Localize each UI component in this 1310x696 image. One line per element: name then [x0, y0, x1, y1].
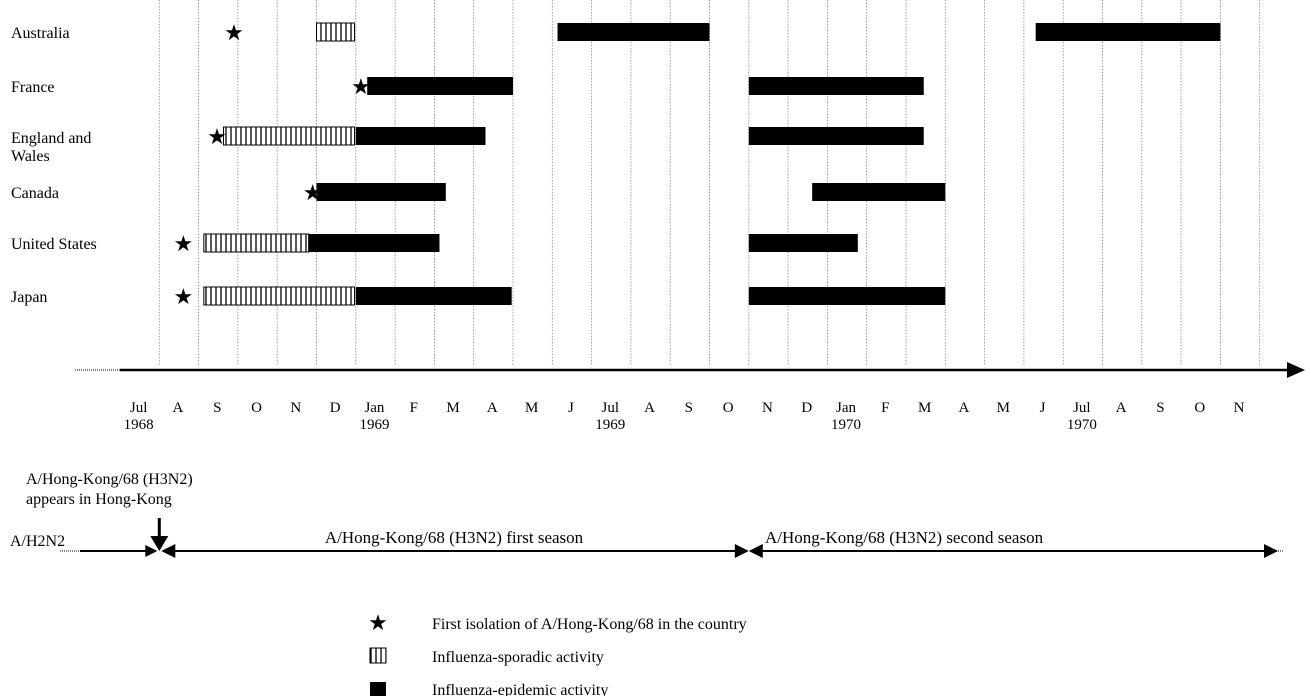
- first-season-arrowhead-right: [735, 544, 749, 558]
- epidemic-bar: [356, 127, 486, 145]
- month-tick-label: O: [251, 400, 262, 416]
- month-tick-label: M: [446, 400, 459, 416]
- epidemic-bar: [356, 287, 512, 305]
- month-tick-label: Jul: [601, 400, 619, 416]
- year-tick-label: 1969: [595, 417, 625, 433]
- legend-sporadic-swatch: [370, 648, 386, 663]
- epidemic-bar: [1036, 23, 1221, 41]
- country-label: Japan: [11, 289, 47, 306]
- legend: ★ First isolation of A/Hong-Kong/68 in th…: [368, 610, 747, 696]
- month-tick-label: S: [1156, 400, 1164, 416]
- country-label-line: Wales: [11, 148, 50, 165]
- legend-label: Influenza-epidemic activity: [432, 682, 608, 696]
- second-season-arrowhead-left: [749, 544, 763, 558]
- epidemic-bar: [309, 234, 440, 252]
- epidemic-bar: [812, 183, 945, 201]
- first-isolation-star: ★: [224, 20, 244, 45]
- year-tick-label: 1970: [831, 417, 861, 433]
- first-isolation-star: ★: [303, 180, 323, 205]
- legend-label: Influenza-sporadic activity: [432, 649, 604, 666]
- country-label-line: England and: [11, 130, 91, 147]
- month-tick-label: A: [1116, 400, 1127, 416]
- month-tick-label: N: [1234, 400, 1245, 416]
- first-isolation-star: ★: [207, 124, 227, 149]
- legend-epidemic-swatch: [370, 682, 386, 696]
- epidemic-bar: [558, 23, 710, 41]
- year-tick-label: 1969: [359, 417, 389, 433]
- axis-arrowhead: [1287, 362, 1305, 378]
- legend-star-icon: ★: [368, 610, 388, 635]
- country-label-line: Canada: [11, 185, 59, 202]
- epidemic-bar: [317, 183, 446, 201]
- month-tick-label: A: [173, 400, 184, 416]
- month-tick-label: F: [410, 400, 418, 416]
- country-label-line: Australia: [11, 25, 70, 42]
- country-label: Canada: [11, 185, 59, 202]
- epidemic-bar: [749, 77, 924, 95]
- season-timeline: A/Hong-Kong/68 (H3N2) appears in Hong-Kon…: [10, 471, 1284, 558]
- month-tick-label: A: [644, 400, 655, 416]
- month-tick-label: Jan: [836, 400, 856, 416]
- emergence-label: A/Hong-Kong/68 (H3N2): [26, 471, 193, 488]
- sporadic-bar: [204, 287, 355, 305]
- sporadic-bar: [223, 127, 354, 145]
- month-tick-label: Jul: [130, 400, 148, 416]
- month-tick-label: N: [762, 400, 773, 416]
- month-tick-label: S: [685, 400, 693, 416]
- month-tick-label: Jul: [1073, 400, 1091, 416]
- sporadic-bar: [317, 23, 355, 41]
- month-tick-label: M: [997, 400, 1010, 416]
- month-tick-label: S: [213, 400, 221, 416]
- prior-subtype-label: A/H2N2: [10, 533, 65, 550]
- country-label-line: Japan: [11, 289, 47, 306]
- year-tick-label: 1970: [1067, 417, 1097, 433]
- emergence-arrowhead: [150, 536, 168, 551]
- first-season-label: A/Hong-Kong/68 (H3N2) first season: [325, 528, 584, 547]
- month-tick-label: N: [290, 400, 301, 416]
- second-season-arrowhead-right: [1264, 544, 1278, 558]
- legend-label: First isolation of A/Hong-Kong/68 in the…: [432, 616, 747, 633]
- country-label-line: France: [11, 79, 55, 96]
- month-tick-label: Jan: [364, 400, 384, 416]
- country-label: France: [11, 79, 55, 96]
- month-tick-label: D: [330, 400, 341, 416]
- second-season-label: A/Hong-Kong/68 (H3N2) second season: [765, 528, 1044, 547]
- month-tick-label: M: [918, 400, 931, 416]
- emergence-label: appears in Hong-Kong: [26, 491, 172, 508]
- month-tick-label: J: [1040, 400, 1046, 416]
- epidemic-bar: [749, 127, 924, 145]
- first-isolation-star: ★: [174, 284, 194, 309]
- first-season-arrowhead-left: [161, 544, 175, 558]
- prior-period-arrowhead: [145, 545, 157, 557]
- first-isolation-star: ★: [174, 231, 194, 256]
- epidemic-bar: [749, 234, 858, 252]
- sporadic-bar: [204, 234, 309, 252]
- month-tick-label: O: [1194, 400, 1205, 416]
- first-isolation-star: ★: [351, 74, 371, 99]
- month-tick-label: A: [959, 400, 970, 416]
- month-tick-label: F: [881, 400, 889, 416]
- year-tick-label: 1968: [124, 417, 154, 433]
- epidemic-bar: [749, 287, 946, 305]
- month-tick-label: D: [801, 400, 812, 416]
- month-tick-label: M: [525, 400, 538, 416]
- country-label: Australia: [11, 25, 70, 42]
- month-tick-label: O: [723, 400, 734, 416]
- month-tick-label: J: [568, 400, 574, 416]
- month-tick-label: A: [487, 400, 498, 416]
- country-label-line: United States: [11, 236, 97, 253]
- epidemic-bar: [367, 77, 513, 95]
- country-label: United States: [11, 236, 97, 253]
